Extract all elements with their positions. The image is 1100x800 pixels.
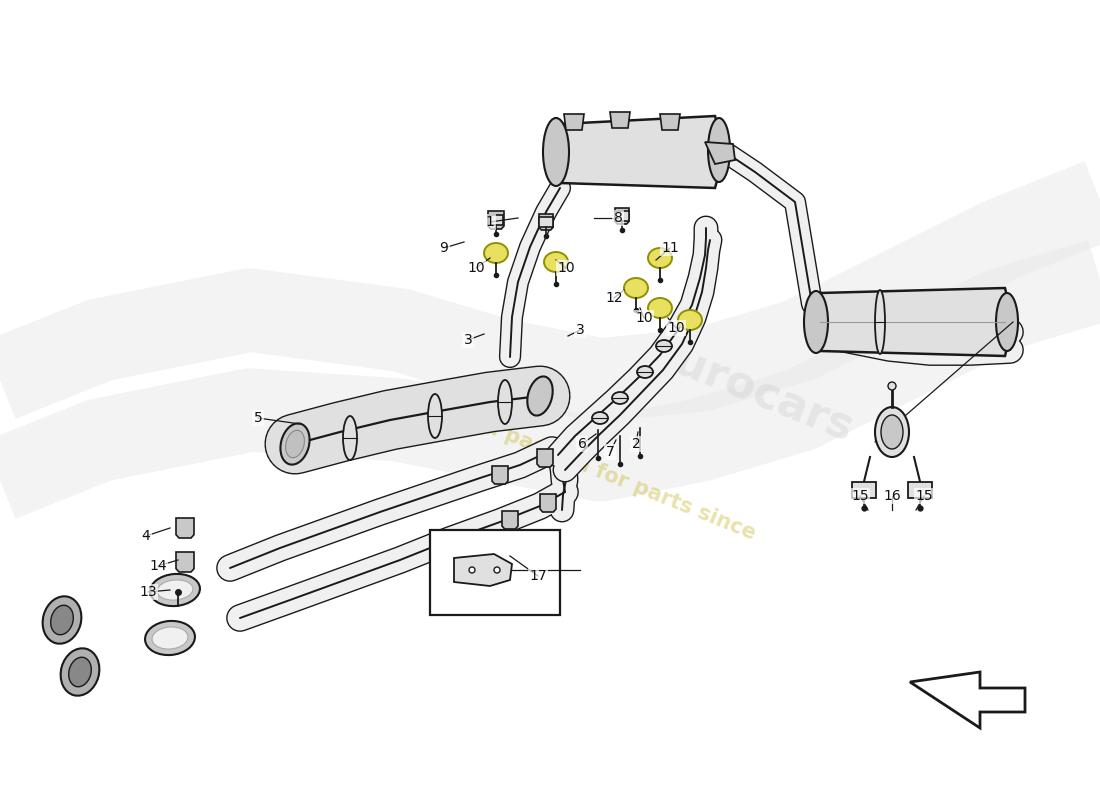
Text: 15: 15 — [915, 489, 933, 503]
Polygon shape — [852, 482, 876, 498]
Ellipse shape — [624, 278, 648, 298]
Ellipse shape — [469, 567, 475, 573]
Text: 6: 6 — [578, 437, 586, 451]
Text: 7: 7 — [606, 445, 615, 459]
Ellipse shape — [874, 407, 909, 457]
Ellipse shape — [150, 574, 200, 606]
Polygon shape — [488, 211, 504, 229]
Polygon shape — [176, 518, 194, 538]
Ellipse shape — [656, 340, 672, 352]
Polygon shape — [552, 116, 725, 188]
Ellipse shape — [286, 430, 305, 458]
Ellipse shape — [708, 118, 730, 182]
Ellipse shape — [804, 291, 828, 353]
Ellipse shape — [343, 416, 358, 460]
Polygon shape — [490, 215, 503, 225]
Ellipse shape — [494, 567, 501, 573]
Text: 3: 3 — [575, 323, 584, 337]
Polygon shape — [539, 217, 553, 227]
Ellipse shape — [51, 606, 74, 634]
Ellipse shape — [648, 298, 672, 318]
Text: a passion for parts since: a passion for parts since — [482, 416, 758, 544]
Text: 10: 10 — [468, 261, 485, 275]
Ellipse shape — [544, 252, 568, 272]
Ellipse shape — [145, 621, 195, 655]
Text: 17: 17 — [529, 569, 547, 583]
Text: 1: 1 — [485, 215, 494, 229]
Ellipse shape — [637, 366, 653, 378]
Ellipse shape — [428, 394, 442, 438]
Polygon shape — [660, 114, 680, 130]
Text: 15: 15 — [851, 489, 869, 503]
Polygon shape — [610, 112, 630, 128]
Text: 12: 12 — [605, 291, 623, 305]
FancyBboxPatch shape — [430, 530, 560, 615]
Text: 2: 2 — [631, 437, 640, 451]
Text: 10: 10 — [668, 321, 685, 335]
Ellipse shape — [43, 596, 81, 644]
Polygon shape — [492, 466, 508, 484]
Text: 3: 3 — [463, 333, 472, 347]
Text: eurocars: eurocars — [640, 329, 860, 451]
Ellipse shape — [498, 380, 512, 424]
Ellipse shape — [612, 392, 628, 404]
Ellipse shape — [678, 310, 702, 330]
Polygon shape — [502, 511, 518, 529]
Ellipse shape — [68, 658, 91, 686]
Text: 10: 10 — [635, 311, 652, 325]
Ellipse shape — [996, 293, 1018, 351]
Text: 13: 13 — [140, 585, 157, 599]
Text: 11: 11 — [661, 241, 679, 255]
Polygon shape — [812, 288, 1013, 356]
Ellipse shape — [60, 648, 99, 696]
Text: 5: 5 — [254, 411, 263, 425]
Ellipse shape — [592, 412, 608, 424]
Polygon shape — [564, 114, 584, 130]
Polygon shape — [540, 494, 556, 512]
Polygon shape — [539, 214, 553, 230]
Polygon shape — [705, 142, 735, 164]
Polygon shape — [537, 449, 553, 467]
Polygon shape — [615, 211, 629, 221]
Text: 10: 10 — [558, 261, 575, 275]
Ellipse shape — [152, 627, 188, 649]
Ellipse shape — [280, 423, 309, 465]
Polygon shape — [454, 554, 512, 586]
Ellipse shape — [648, 248, 672, 268]
Polygon shape — [908, 482, 932, 498]
Ellipse shape — [543, 118, 569, 186]
Ellipse shape — [874, 290, 886, 354]
Polygon shape — [615, 208, 629, 224]
Text: 9: 9 — [440, 241, 449, 255]
Text: 4: 4 — [142, 529, 151, 543]
Ellipse shape — [157, 580, 192, 600]
Ellipse shape — [881, 415, 903, 449]
Ellipse shape — [527, 377, 552, 415]
Polygon shape — [910, 672, 1025, 728]
Ellipse shape — [484, 243, 508, 263]
Text: 16: 16 — [883, 489, 901, 503]
Polygon shape — [176, 552, 194, 572]
Text: 14: 14 — [150, 559, 167, 573]
Ellipse shape — [888, 382, 896, 390]
Text: 8: 8 — [614, 211, 623, 225]
